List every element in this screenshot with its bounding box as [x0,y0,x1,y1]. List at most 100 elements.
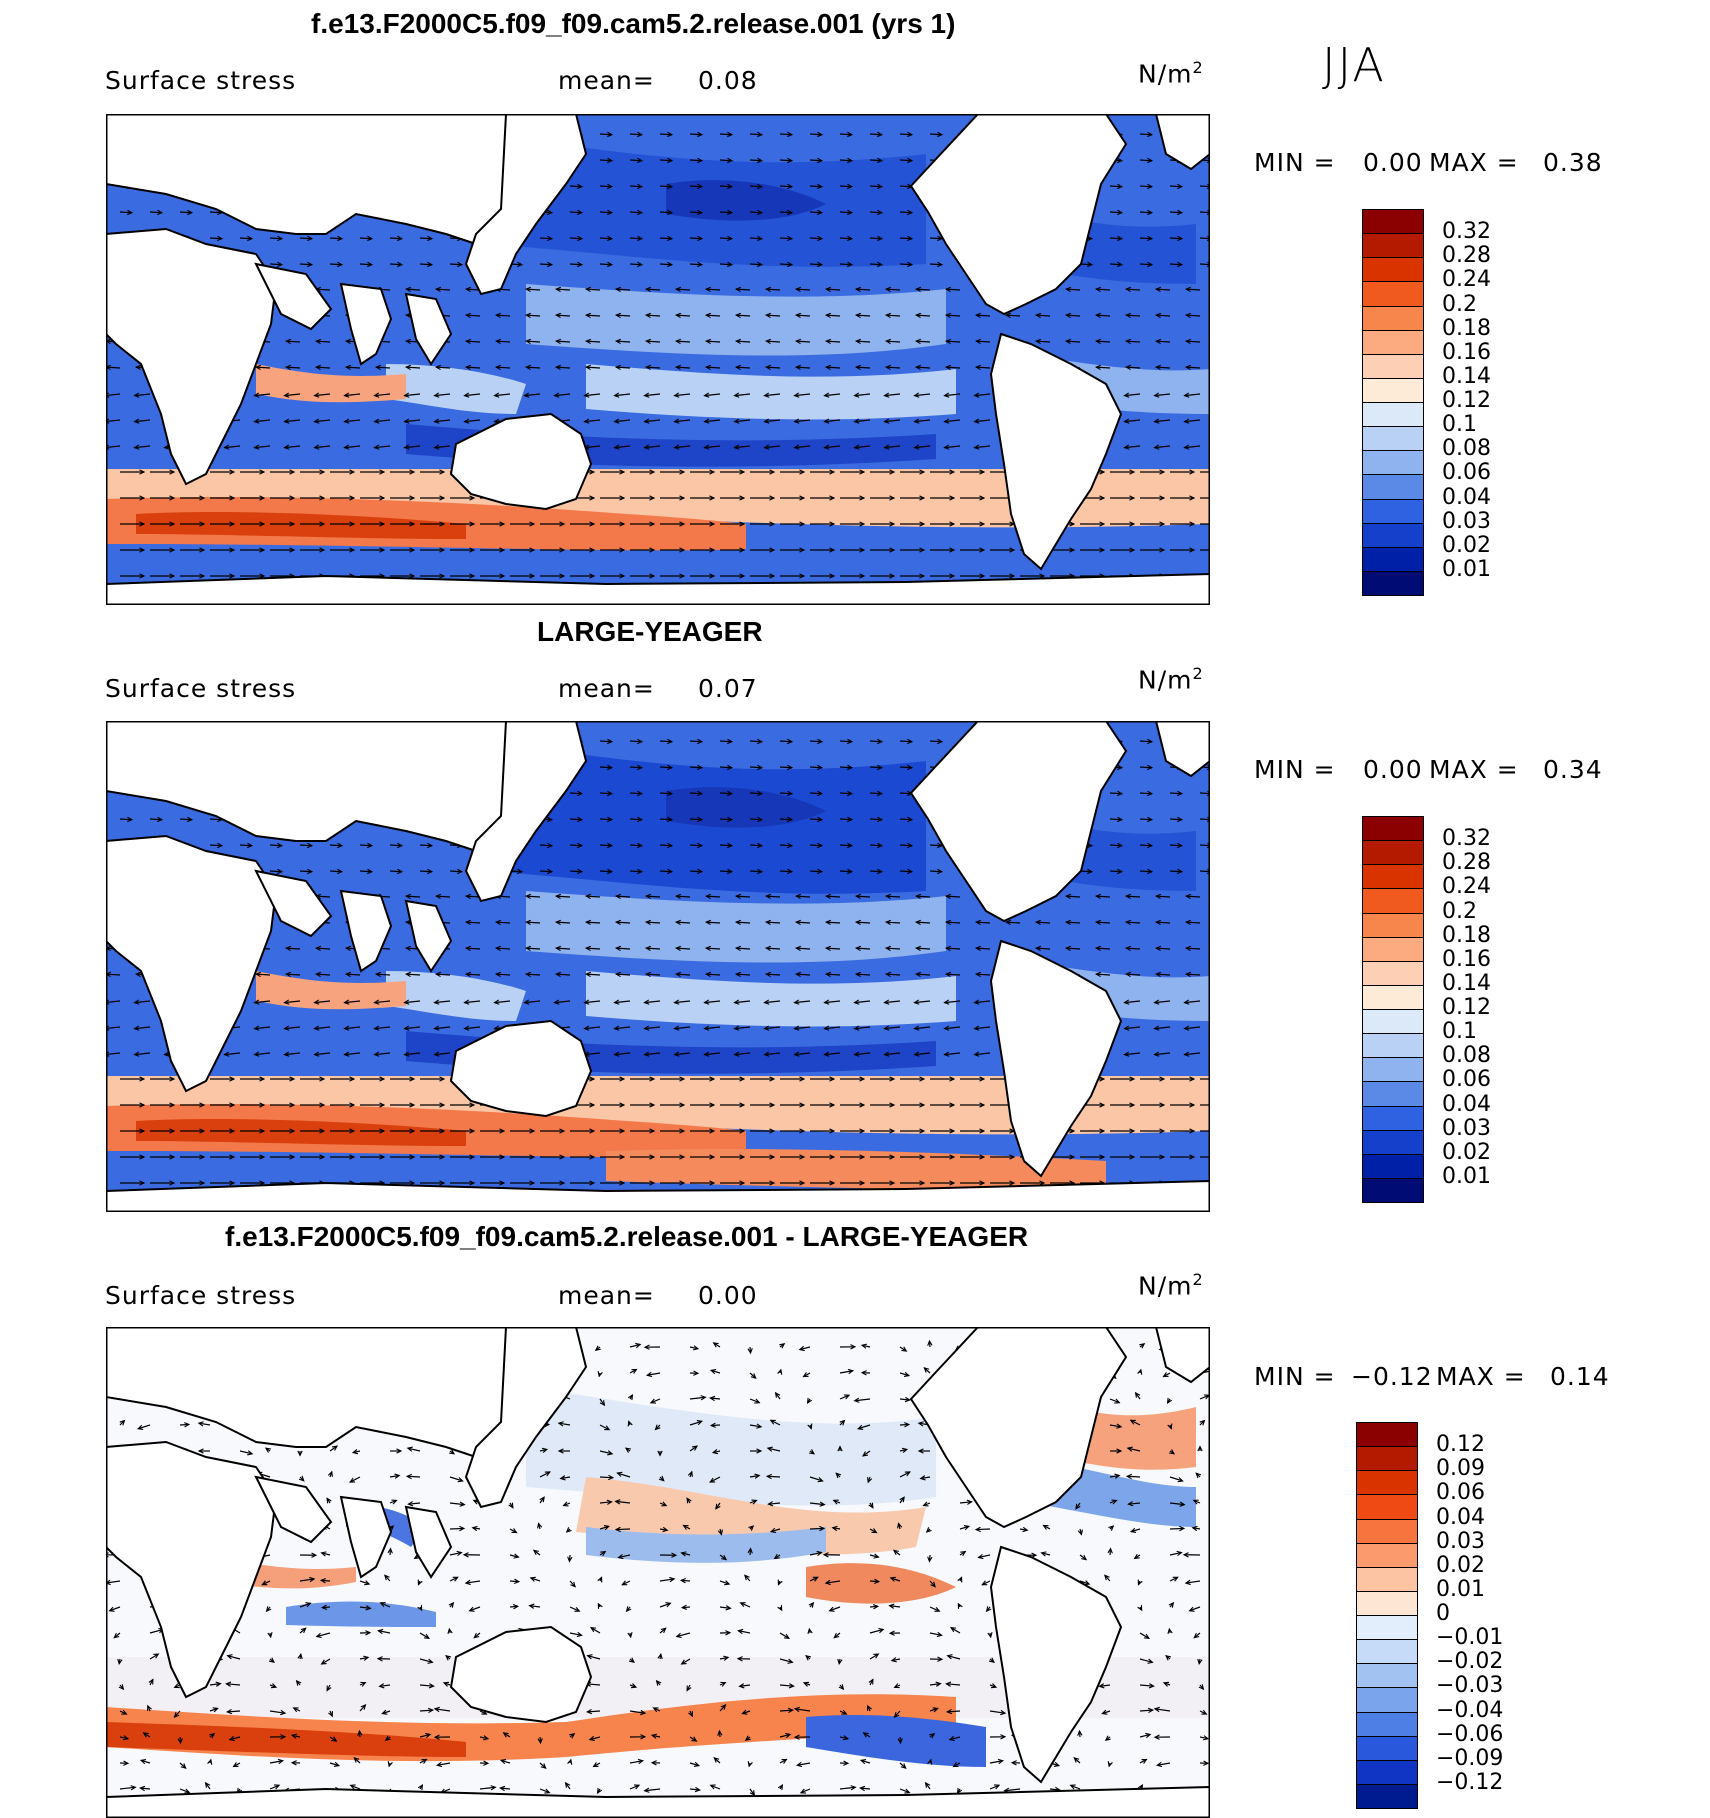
colorbar-swatch [1362,1057,1424,1082]
panel-3-mean-label: mean= [558,1281,655,1310]
colorbar-tick-label: 0 [1436,1601,1450,1626]
colorbar-swatch [1362,330,1424,355]
colorbar-swatch [1356,1519,1418,1544]
colorbar-tick-label: 0.12 [1442,388,1491,413]
colorbar-tick-label: 0.16 [1442,340,1491,365]
colorbar-swatch [1362,937,1424,962]
colorbar-swatch [1356,1567,1418,1592]
colorbar-swatch [1356,1736,1418,1761]
colorbar-swatch [1362,864,1424,889]
panel-2-mean-value: 0.07 [698,674,758,703]
panel-2-units: N/m2 [1138,664,1204,694]
colorbar-tick-label: −0.04 [1436,1698,1503,1723]
panel-1-min-value: 0.00 [1363,148,1423,177]
panel-2-min-label: MIN = [1254,755,1336,784]
colorbar-swatch [1362,209,1424,234]
colorbar-swatch [1362,888,1424,913]
panel-2-map [106,721,1210,1212]
colorbar-tick-label: 0.01 [1442,1164,1491,1189]
colorbar-tick-label: 0.28 [1442,850,1491,875]
colorbar-swatch [1362,1009,1424,1034]
colorbar-swatch [1362,985,1424,1010]
colorbar-tick-label: 0.03 [1442,1116,1491,1141]
colorbar-tick-label: −0.02 [1436,1649,1503,1674]
colorbar-tick-label: 0.14 [1442,364,1491,389]
colorbar-swatch [1362,1178,1424,1203]
colorbar-swatch [1356,1446,1418,1471]
colorbar-tick-label: 0.01 [1436,1577,1485,1602]
panel-3-max-value: 0.14 [1550,1362,1610,1391]
colorbar-tick-label: 0.12 [1442,995,1491,1020]
colorbar-swatch [1356,1422,1418,1447]
colorbar-tick-label: 0.06 [1442,1067,1491,1092]
colorbar-swatch [1356,1639,1418,1664]
colorbar-tick-label: 0.09 [1436,1456,1485,1481]
colorbar-swatch [1356,1687,1418,1712]
colorbar-tick-label: 0.18 [1442,316,1491,341]
panel-3-mean-value: 0.00 [698,1281,758,1310]
panel-1-max-label: MAX = [1429,148,1519,177]
colorbar-tick-label: −0.12 [1436,1770,1503,1795]
colorbar-swatch [1362,306,1424,331]
colorbar-swatch [1362,1154,1424,1179]
panel-2-variable: Surface stress [105,674,296,703]
colorbar-swatch [1362,816,1424,841]
colorbar-swatch [1362,281,1424,306]
colorbar-swatch [1356,1543,1418,1568]
colorbar-swatch [1356,1760,1418,1785]
colorbar-tick-label: 0.1 [1442,1019,1477,1044]
panel-3-title: f.e13.F2000C5.f09_f09.cam5.2.release.001… [225,1221,1028,1253]
colorbar-tick-label: 0.08 [1442,1043,1491,1068]
colorbar-swatch [1362,913,1424,938]
colorbar-swatch [1362,233,1424,258]
colorbar-tick-label: 0.04 [1436,1505,1485,1530]
colorbar-tick-label: 0.06 [1442,460,1491,485]
colorbar-swatch [1362,523,1424,548]
colorbar-swatch [1362,354,1424,379]
colorbar-swatch [1362,450,1424,475]
panel-3-units: N/m2 [1138,1270,1204,1300]
colorbar-tick-label: 0.24 [1442,267,1491,292]
panel-3-variable: Surface stress [105,1281,296,1310]
panel-1-map [106,114,1210,605]
panel-3-min-label: MIN = [1254,1362,1336,1391]
colorbar-tick-label: 0.14 [1442,971,1491,996]
colorbar-tick-label: 0.08 [1442,436,1491,461]
colorbar-tick-label: 0.02 [1436,1553,1485,1578]
panel-1-max-value: 0.38 [1543,148,1603,177]
panel-2-max-value: 0.34 [1543,755,1603,784]
colorbar-tick-label: 0.24 [1442,874,1491,899]
colorbar-swatch [1362,840,1424,865]
colorbar-swatch [1362,1106,1424,1131]
colorbar-tick-label: −0.01 [1436,1625,1503,1650]
colorbar-swatch [1362,378,1424,403]
colorbar-swatch [1356,1615,1418,1640]
panel-1-variable: Surface stress [105,66,296,95]
colorbar-swatch [1362,426,1424,451]
colorbar-swatch [1356,1591,1418,1616]
colorbar-swatch [1362,961,1424,986]
panel-3-min-value: −0.12 [1351,1362,1433,1391]
colorbar-swatch [1362,402,1424,427]
panel-2-min-value: 0.00 [1363,755,1423,784]
colorbar-swatch [1362,1081,1424,1106]
colorbar-tick-label: 0.03 [1442,509,1491,534]
colorbar-tick-label: 0.02 [1442,533,1491,558]
colorbar-swatch [1362,499,1424,524]
colorbar-tick-label: −0.09 [1436,1746,1503,1771]
colorbar-tick-label: 0.12 [1436,1432,1485,1457]
panel-1-min-label: MIN = [1254,148,1336,177]
colorbar-tick-label: 0.04 [1442,1092,1491,1117]
panel-2-title: LARGE-YEAGER [537,616,763,648]
colorbar-swatch [1362,1130,1424,1155]
colorbar-tick-label: −0.03 [1436,1673,1503,1698]
colorbar-tick-label: −0.06 [1436,1722,1503,1747]
colorbar-swatch [1356,1663,1418,1688]
colorbar-tick-label: 0.18 [1442,923,1491,948]
colorbar-tick-label: 0.2 [1442,899,1477,924]
panel-2-mean-label: mean= [558,674,655,703]
colorbar-tick-label: 0.2 [1442,292,1477,317]
